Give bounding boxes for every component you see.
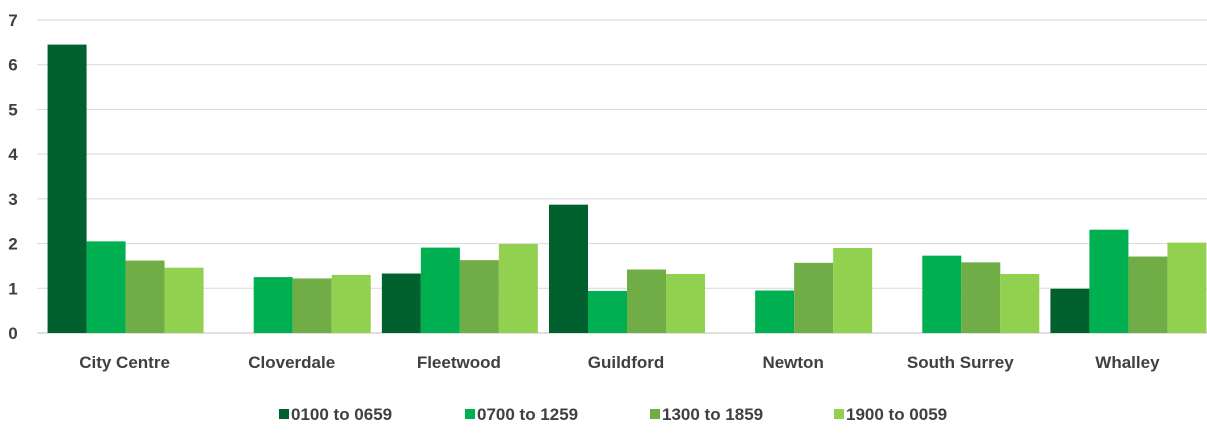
bar xyxy=(549,204,588,333)
y-tick-label: 4 xyxy=(8,145,18,164)
x-category-label: Guildford xyxy=(588,353,664,372)
x-category-label: South Surrey xyxy=(907,353,1014,372)
legend-label: 1900 to 0059 xyxy=(846,405,947,424)
bar xyxy=(1128,256,1168,333)
bars xyxy=(47,44,1207,333)
bar xyxy=(164,267,204,333)
bar xyxy=(498,244,538,333)
y-tick-label: 0 xyxy=(8,324,17,343)
bar xyxy=(253,277,293,333)
legend-label: 0100 to 0659 xyxy=(291,405,392,424)
x-category-label: Newton xyxy=(762,353,823,372)
legend-label: 0700 to 1259 xyxy=(477,405,578,424)
bar xyxy=(1050,288,1090,333)
y-tick-label: 7 xyxy=(8,11,17,30)
legend-swatch xyxy=(834,409,844,419)
y-tick-label: 1 xyxy=(8,279,17,298)
bar xyxy=(1000,273,1040,333)
y-tick-label: 6 xyxy=(8,56,17,75)
bar xyxy=(627,269,666,333)
x-category-label: Cloverdale xyxy=(248,353,335,372)
bar xyxy=(1167,242,1207,333)
bar xyxy=(922,255,962,333)
legend-swatch xyxy=(279,409,289,419)
bar xyxy=(666,273,705,333)
y-axis-ticks: 0 1 2 3 4 5 6 7 xyxy=(8,11,18,343)
y-tick-label: 5 xyxy=(8,100,17,119)
x-category-label: City Centre xyxy=(79,353,170,372)
bar xyxy=(1089,229,1129,333)
bar xyxy=(86,241,126,333)
bar xyxy=(125,260,165,333)
bar xyxy=(961,262,1001,333)
y-tick-label: 3 xyxy=(8,190,17,209)
bar xyxy=(292,278,332,333)
bar xyxy=(47,44,87,333)
bar xyxy=(459,260,499,333)
x-category-label: Whalley xyxy=(1095,353,1160,372)
x-category-label: Fleetwood xyxy=(417,353,501,372)
legend: 0100 to 0659 0700 to 1259 1300 to 1859 1900… xyxy=(279,405,947,424)
y-tick-label: 2 xyxy=(8,235,17,254)
legend-swatch xyxy=(650,409,660,419)
bar xyxy=(833,248,873,333)
bar xyxy=(794,262,834,333)
bar xyxy=(588,290,627,333)
gridlines xyxy=(37,19,1207,334)
bar xyxy=(381,273,421,333)
bar xyxy=(755,290,795,333)
legend-label: 1300 to 1859 xyxy=(662,405,763,424)
bar xyxy=(420,247,460,333)
legend-swatch xyxy=(465,409,475,419)
x-axis-categories: City Centre Cloverdale Fleetwood Guildford N… xyxy=(79,353,1160,372)
bar xyxy=(331,274,371,333)
